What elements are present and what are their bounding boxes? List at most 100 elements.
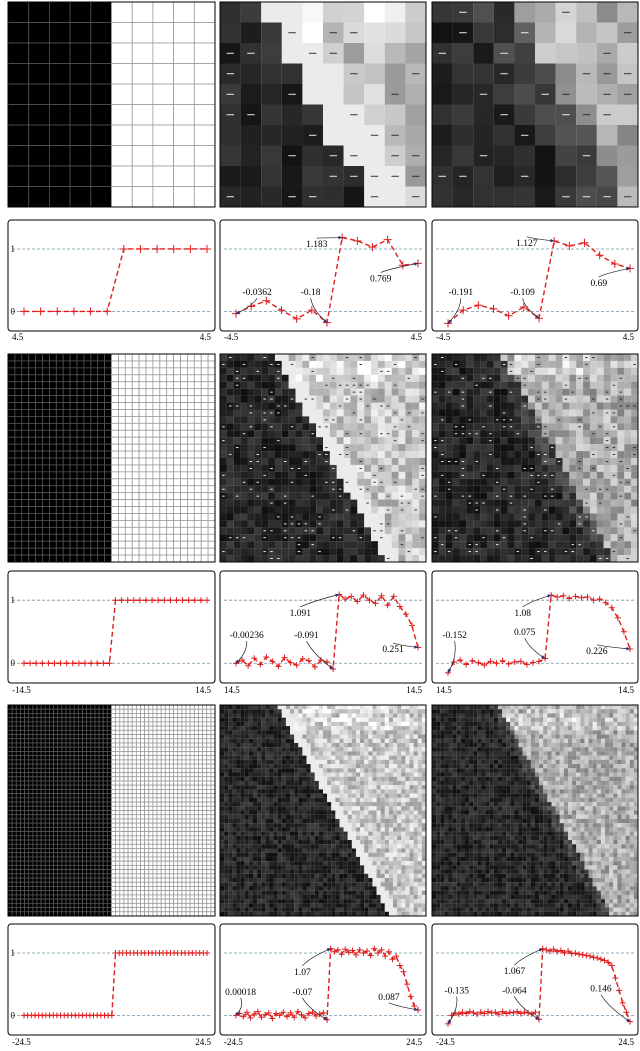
- heatmap-cell: [541, 499, 549, 507]
- heatmap-cell: [631, 555, 639, 563]
- heatmap-cell: [295, 458, 303, 465]
- heatmap-cell: [480, 395, 487, 403]
- heatmap-cell: [617, 471, 625, 479]
- heatmap-cell: [200, 520, 209, 528]
- heatmap-cell: [198, 734, 204, 740]
- heatmap-cell: [350, 485, 358, 493]
- heatmap-cell: [173, 554, 181, 563]
- heatmap-cell: [261, 374, 269, 382]
- heatmap-cell: [119, 729, 125, 735]
- heatmap-cell: [14, 513, 23, 521]
- heatmap-cell: [364, 22, 385, 44]
- heatmap-cell: [156, 763, 162, 769]
- heatmap-cell: [148, 725, 154, 731]
- heatmap-cell: [493, 458, 501, 465]
- heatmap-cell: [40, 818, 46, 824]
- heatmap-cell: [111, 1, 133, 23]
- heatmap-cell: [240, 458, 248, 465]
- heatmap-cell: [555, 395, 563, 403]
- heatmap-cell: [65, 717, 71, 723]
- heatmap-cell: [160, 818, 166, 824]
- heatmap-cell: [466, 409, 474, 417]
- heatmap-cell: [233, 416, 241, 424]
- heatmap-cell: [323, 354, 330, 361]
- heatmap-cell: [261, 2, 282, 23]
- heatmap-cell: [473, 471, 481, 479]
- heatmap-cell: [206, 784, 212, 790]
- heatmap-cell: [274, 458, 282, 465]
- heatmap-cell: [198, 713, 204, 719]
- heatmap-cell: [189, 822, 195, 828]
- heatmap-cell: [28, 104, 50, 126]
- heatmap-cell: [69, 738, 75, 744]
- heatmap-cell: [288, 548, 296, 556]
- heatmap-cell: [36, 713, 42, 719]
- heatmap-cell: [76, 526, 85, 535]
- heatmap-cell: [169, 784, 175, 790]
- heatmap-cell: [77, 729, 83, 735]
- heatmap-cell: [119, 814, 125, 820]
- heatmap-cell: [86, 742, 92, 748]
- heatmap-cell: [90, 145, 112, 167]
- heatmap-cell: [391, 541, 399, 549]
- heatmap-cell: [336, 360, 344, 368]
- heatmap-cell: [98, 767, 104, 773]
- heatmap-cell: [466, 395, 474, 403]
- heatmap-cell: [624, 367, 632, 375]
- heatmap-cell: [111, 63, 133, 85]
- heatmap-cell: [118, 506, 126, 514]
- heatmap-cell: [62, 436, 71, 445]
- heatmap-cell: [548, 409, 556, 417]
- heatmap-cell: [86, 721, 92, 727]
- heatmap-cell: [20, 793, 26, 799]
- heatmap-cell: [405, 451, 413, 459]
- heatmap-cell: [405, 492, 413, 500]
- heatmap-cell: [166, 499, 175, 507]
- heatmap-cell: [90, 814, 96, 820]
- heatmap-cell: [514, 2, 536, 23]
- heatmap-cell: [69, 526, 78, 535]
- heatmap-cell: [104, 540, 112, 549]
- heatmap-cell: [185, 738, 191, 744]
- heatmap-cell: [210, 734, 216, 740]
- heatmap-cell: [548, 374, 556, 382]
- heatmap-cell: [177, 797, 183, 803]
- heatmap-cell: [419, 374, 427, 382]
- heatmap-cell: [15, 801, 21, 807]
- heatmap-cell: [274, 416, 282, 424]
- heatmap-cell: [480, 513, 487, 521]
- heatmap-cell: [398, 381, 406, 389]
- heatmap-cell: [94, 738, 100, 744]
- heatmap-cell: [617, 2, 639, 23]
- heatmap-cell: [419, 520, 427, 528]
- heatmap-cell: [144, 805, 150, 811]
- heatmap-cell: [61, 713, 67, 719]
- heatmap-cell: [115, 772, 121, 778]
- heatmap-cell: [274, 430, 282, 438]
- heatmap-cell: [20, 776, 26, 782]
- heatmap-cell: [86, 708, 92, 714]
- heatmap-cell: [207, 478, 216, 487]
- heatmap-cell: [180, 499, 188, 507]
- heatmap-cell: [156, 784, 162, 790]
- heatmap-cell: [49, 485, 57, 494]
- heatmap-cell: [316, 506, 324, 514]
- heatmap-cell: [603, 416, 611, 424]
- heatmap-cell: [398, 402, 406, 410]
- heatmap-cell: [288, 409, 296, 417]
- heatmap-cell: [127, 801, 133, 807]
- heatmap-cell: [596, 360, 604, 368]
- heatmap-cell: [343, 367, 351, 375]
- heatmap-cell: [295, 485, 303, 493]
- heatmap-cell: [576, 478, 584, 486]
- heatmap-cell: [57, 831, 63, 837]
- heatmap-cell: [589, 423, 597, 431]
- heatmap-cell: [624, 416, 632, 424]
- heatmap-cell: [40, 810, 46, 816]
- heatmap-cell: [73, 717, 79, 723]
- heatmap-cell: [35, 436, 43, 445]
- heatmap-cell: [49, 520, 57, 528]
- heatmap-cell: [541, 437, 549, 445]
- heatmap-cell: [207, 506, 216, 514]
- heatmap-cell: [131, 763, 137, 769]
